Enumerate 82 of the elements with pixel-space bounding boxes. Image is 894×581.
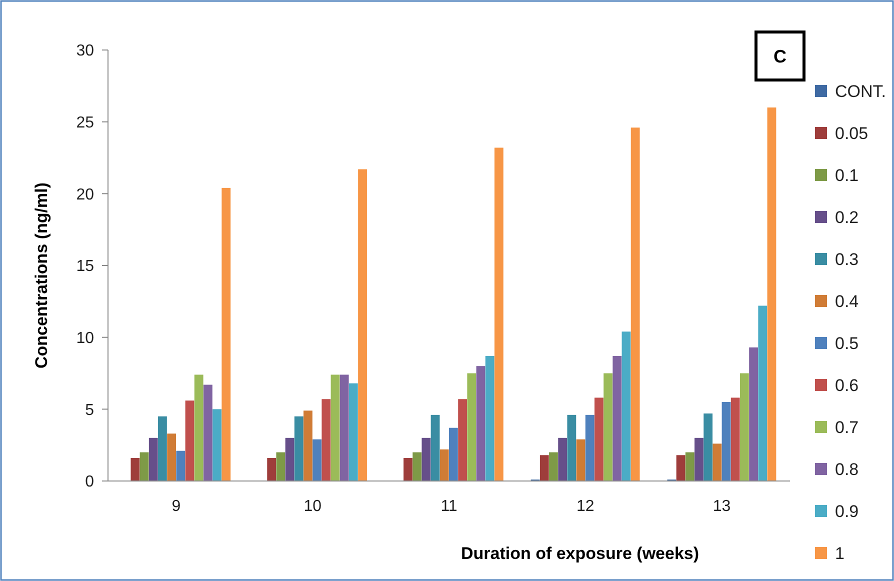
bar bbox=[294, 416, 304, 481]
bar bbox=[140, 452, 149, 481]
x-tick-label: 10 bbox=[304, 498, 322, 515]
bar bbox=[612, 356, 622, 481]
bar bbox=[267, 458, 276, 481]
x-tick-label: 12 bbox=[576, 498, 594, 515]
bar bbox=[749, 347, 758, 481]
bar bbox=[730, 398, 740, 481]
bar bbox=[476, 366, 486, 481]
bar bbox=[467, 373, 476, 481]
y-axis-title: Concentrations (ng/ml) bbox=[32, 182, 51, 369]
bar bbox=[412, 452, 422, 481]
legend-label: 0.1 bbox=[835, 166, 859, 185]
bar bbox=[549, 452, 558, 481]
bar bbox=[685, 452, 694, 481]
legend-label: CONT. bbox=[835, 82, 886, 101]
bar bbox=[622, 332, 631, 481]
bar bbox=[458, 399, 468, 481]
annotation: C bbox=[774, 46, 786, 66]
bar bbox=[304, 410, 312, 481]
bar bbox=[712, 444, 722, 481]
bar bbox=[585, 414, 594, 481]
bar bbox=[540, 455, 549, 481]
bar bbox=[767, 107, 776, 481]
bar bbox=[130, 458, 140, 481]
bar bbox=[167, 434, 176, 481]
bar bbox=[676, 455, 686, 481]
legend-label: 0.2 bbox=[835, 208, 859, 227]
bar bbox=[594, 398, 604, 481]
bar bbox=[312, 439, 322, 481]
legend-label: 0.05 bbox=[835, 124, 868, 143]
y-tick-label: 10 bbox=[76, 330, 94, 347]
bar bbox=[340, 374, 349, 481]
bar bbox=[358, 169, 367, 481]
bar bbox=[440, 449, 449, 481]
y-tick-label: 20 bbox=[76, 186, 94, 204]
bar bbox=[449, 428, 458, 481]
legend-label: 0.3 bbox=[835, 250, 859, 269]
x-axis-title: Duration of exposure (weeks) bbox=[460, 544, 700, 563]
bar bbox=[176, 450, 186, 481]
bar bbox=[567, 414, 576, 481]
bar bbox=[422, 438, 431, 481]
bar bbox=[348, 383, 358, 481]
legend-label: 0.7 bbox=[835, 418, 859, 437]
bar bbox=[430, 414, 440, 481]
x-tick-label: 9 bbox=[172, 498, 181, 515]
x-tick-label: 13 bbox=[712, 498, 731, 515]
bar bbox=[285, 438, 294, 481]
bar bbox=[404, 458, 412, 481]
legend-label: 1 bbox=[835, 544, 844, 563]
legend-label: 0.4 bbox=[835, 292, 859, 311]
bar bbox=[558, 438, 568, 481]
bar bbox=[604, 373, 612, 481]
bar bbox=[148, 438, 158, 481]
bar bbox=[758, 306, 768, 481]
y-tick-label: 25 bbox=[76, 114, 94, 132]
y-tick-label: 15 bbox=[76, 258, 94, 276]
bar bbox=[276, 452, 286, 481]
bar bbox=[212, 409, 222, 481]
bar bbox=[203, 384, 212, 481]
legend-label: 0.9 bbox=[835, 502, 859, 521]
bar bbox=[694, 438, 704, 481]
bar bbox=[630, 128, 640, 481]
bar bbox=[494, 148, 504, 481]
bar bbox=[740, 373, 749, 481]
bar bbox=[722, 402, 731, 481]
x-tick-label: 11 bbox=[440, 498, 458, 515]
bar bbox=[185, 400, 194, 481]
bar bbox=[576, 439, 586, 481]
y-tick-label: 30 bbox=[76, 42, 94, 60]
legend-label: 0.8 bbox=[835, 460, 859, 479]
y-tick-label: 5 bbox=[85, 402, 94, 419]
y-tick-label: 0 bbox=[85, 474, 94, 491]
bar bbox=[194, 374, 204, 481]
bar bbox=[322, 399, 331, 481]
bar bbox=[704, 413, 713, 481]
bar bbox=[330, 374, 340, 481]
bar bbox=[222, 188, 231, 481]
bar bbox=[485, 356, 494, 481]
legend-label: 0.5 bbox=[835, 334, 859, 353]
legend-label: 0.6 bbox=[835, 376, 859, 395]
bar bbox=[158, 416, 167, 481]
